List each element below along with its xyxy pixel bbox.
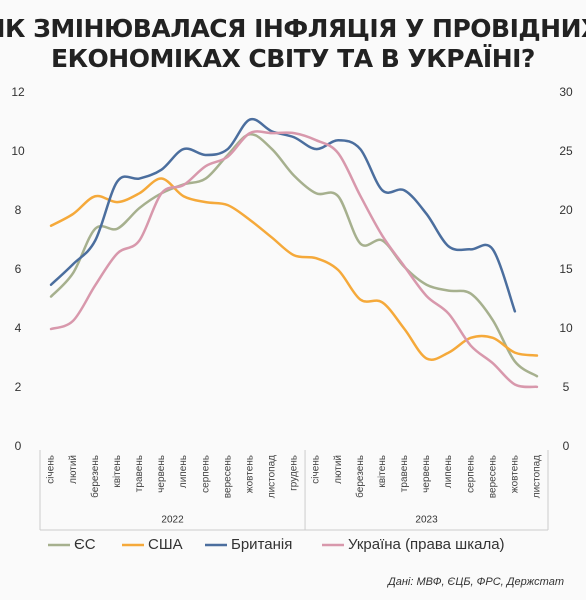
y2-tick-label: 25 <box>559 144 573 158</box>
x-tick-label: листопад <box>267 455 278 498</box>
legend-label: США <box>148 536 183 553</box>
y-tick-label: 4 <box>15 321 22 335</box>
x-tick-label: березень <box>89 455 101 498</box>
x-tick-label: серпень <box>465 455 476 493</box>
group-label: 2023 <box>415 515 438 526</box>
series-line <box>49 117 517 313</box>
x-tick-label: квітень <box>377 455 388 488</box>
y2-tick-label: 5 <box>563 380 570 394</box>
x-tick-label: червень <box>421 455 432 493</box>
x-tick-label: серпень <box>200 455 211 493</box>
x-tick-label: листопад <box>532 455 543 498</box>
x-tick-label: січень <box>46 455 57 484</box>
chart-title: ЕКОНОМІКАХ СВІТУ ТА В УКРАЇНІ? <box>51 43 535 73</box>
y2-tick-label: 10 <box>559 321 573 335</box>
y-tick-label: 0 <box>15 439 22 453</box>
x-tick-label: лютий <box>333 455 344 484</box>
y2-tick-label: 20 <box>559 203 573 217</box>
y2-tick-label: 0 <box>563 439 570 453</box>
y2-tick-label: 30 <box>559 85 573 99</box>
x-tick-label: жовтень <box>244 455 255 493</box>
x-tick-label: березень <box>354 455 366 498</box>
source: Дані: МВФ, ЄЦБ, ФРС, Держстат <box>386 576 564 588</box>
x-tick-label: травень <box>399 455 410 492</box>
y-tick-label: 8 <box>15 203 22 217</box>
x-tick-label: травень <box>134 455 145 492</box>
x-tick-label: лютий <box>68 455 79 484</box>
legend-label: ЄС <box>74 536 96 553</box>
y-tick-label: 6 <box>15 262 22 276</box>
y2-tick-label: 15 <box>559 262 573 276</box>
series-line <box>49 130 539 389</box>
group-label: 2022 <box>161 515 184 526</box>
y-tick-label: 12 <box>11 85 25 99</box>
x-tick-label: липень <box>443 455 454 488</box>
x-tick-label: червень <box>156 455 167 493</box>
x-tick-label: вересень <box>222 455 233 498</box>
series-line <box>49 177 539 361</box>
x-tick-label: вересень <box>487 455 498 498</box>
x-tick-label: жовтень <box>510 455 521 493</box>
x-tick-label: квітень <box>112 455 123 488</box>
series-line <box>49 133 539 378</box>
chart-title: ЯК ЗМІНЮВАЛАСЯ ІНФЛЯЦІЯ У ПРОВІДНИХ <box>0 14 586 43</box>
legend-label: Британія <box>231 536 292 553</box>
x-tick-label: січень <box>311 455 322 484</box>
y-tick-label: 2 <box>15 380 22 394</box>
y-tick-label: 10 <box>11 144 25 158</box>
x-tick-label: грудень <box>289 455 300 491</box>
x-tick-label: липень <box>178 455 189 488</box>
legend-label: Україна (права шкала) <box>348 536 505 553</box>
